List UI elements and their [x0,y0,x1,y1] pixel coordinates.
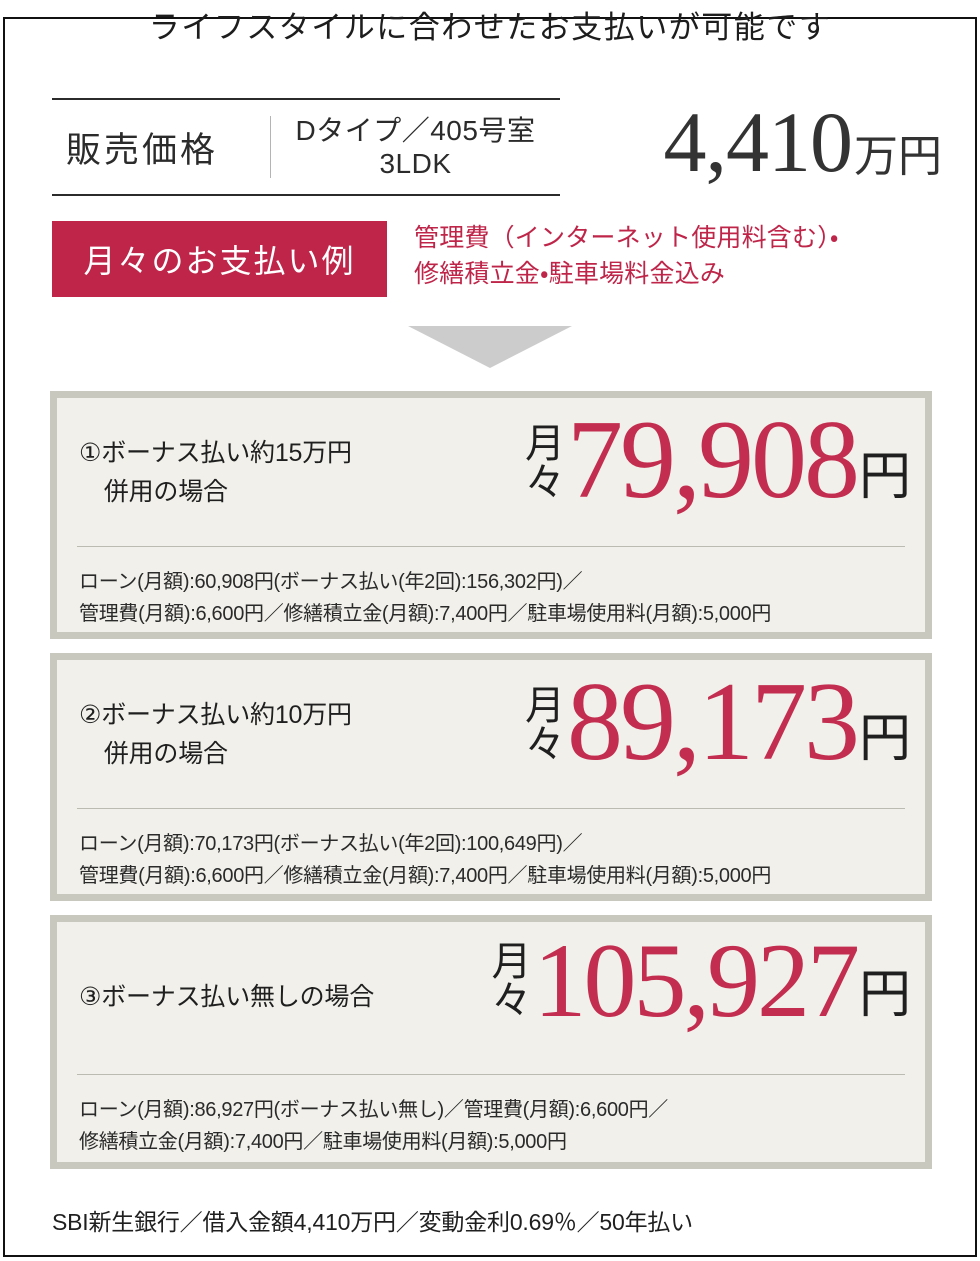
monthly-prefix: 月 々 [524,420,565,516]
plan-label-line-2: 併用の場合 [79,477,228,506]
plan-detail: ローン(月額):60,908円(ボーナス払い(年2回):156,302円)／ 管… [79,566,909,631]
plan-label-line-1: ①ボーナス払い約15万円 [79,439,352,467]
plan-detail-line-1: ローン(月額):70,173円(ボーナス払い(年2回):100,649円)／ [79,833,583,855]
monthly-prefix-top: 月 [491,938,532,984]
monthly-prefix: 月 々 [491,938,532,1034]
monthly-example-header: 月々のお支払い例 管理費（インターネット使用料含む）・ 修繕積立金・駐車場料金込… [52,221,942,305]
payment-plan-card: ②ボーナス払い約10万円 併用の場合 月 々 89,173 円 ローン(月額):… [50,653,932,901]
monthly-prefix-bottom: 々 [524,459,565,505]
loan-terms-note: SBI新生銀行／借入金額4,410万円／変動金利0.69％／50年払い [52,1209,693,1235]
plan-label: ①ボーナス払い約15万円 併用の場合 [79,434,429,512]
plan-main-row: ②ボーナス払い約10万円 併用の場合 月 々 89,173 円 [57,660,925,808]
plan-label: ③ボーナス払い無しの場合 [79,978,439,1017]
plan-amount-value: 79,908 [566,398,860,522]
payment-plan-card: ③ボーナス払い無しの場合 月 々 105,927 円 ローン(月額):86,92… [50,915,932,1169]
payment-plan-card: ①ボーナス払い約15万円 併用の場合 月 々 79,908 円 ローン(月額):… [50,391,932,639]
plan-amount: 月 々 89,173 円 [525,666,911,778]
plan-detail: ローン(月額):70,173円(ボーナス払い(年2回):100,649円)／ 管… [79,828,909,893]
monthly-example-badge-label: 月々のお支払い例 [83,243,356,279]
plan-detail-line-2: 管理費(月額):6,600円／修繕積立金(月額):7,400円／駐車場使用料(月… [79,603,772,626]
plan-amount-suffix: 円 [858,711,911,768]
monthly-prefix-top: 月 [524,420,565,466]
plan-amount-value: 89,173 [566,660,860,784]
plan-main-row: ①ボーナス払い約15万円 併用の場合 月 々 79,908 円 [57,398,925,546]
page-title: ライフスタイルに合わせたお支払いが可能です [148,10,832,45]
plan-label-line-1: ③ボーナス払い無しの場合 [79,983,375,1011]
price-amount: 4,410万円 [572,92,943,192]
included-fees-note: 管理費（インターネット使用料含む）・ 修繕積立金・駐車場料金込み [414,220,942,293]
price-label-box: 販売価格 Dタイプ／405号室 3LDK [52,98,560,196]
monthly-prefix-top: 月 [524,682,565,728]
plan-main-row: ③ボーナス払い無しの場合 月 々 105,927 円 [57,922,925,1074]
price-value: 4,410 [663,94,853,190]
price-section: 販売価格 Dタイプ／405号室 3LDK 4,410万円 [52,94,942,196]
plan-detail: ローン(月額):86,927円(ボーナス払い無し)／管理費(月額):6,600円… [79,1094,909,1159]
plan-separator [77,1074,905,1075]
unit-info: Dタイプ／405号室 3LDK [271,114,560,180]
plan-label-line-1: ②ボーナス払い約10万円 [79,701,352,729]
page-border [3,17,977,1257]
price-unit-suffix: 万円 [854,132,942,181]
down-arrow-icon [408,326,572,368]
plan-detail-line-1: ローン(月額):60,908円(ボーナス払い(年2回):156,302円)／ [79,571,583,593]
plan-amount-suffix: 円 [858,967,911,1024]
monthly-prefix: 月 々 [524,682,565,778]
plan-label: ②ボーナス払い約10万円 併用の場合 [79,696,429,774]
included-fees-line-1: 管理費（インターネット使用料含む）・ [414,224,839,252]
plan-detail-line-2: 管理費(月額):6,600円／修繕積立金(月額):7,400円／駐車場使用料(月… [79,865,772,888]
plan-detail-line-2: 修繕積立金(月額):7,400円／駐車場使用料(月額):5,000円 [79,1131,567,1154]
unit-layout-line: 3LDK [379,148,452,179]
monthly-example-badge: 月々のお支払い例 [52,221,387,297]
plan-separator [77,546,905,547]
price-label: 販売価格 [66,130,219,170]
plan-separator [77,808,905,809]
heading-gap [97,19,897,63]
monthly-prefix-bottom: 々 [524,721,565,767]
plan-amount: 月 々 105,927 円 [491,928,911,1034]
monthly-prefix-bottom: 々 [491,977,532,1023]
vertical-divider [270,116,271,178]
plan-amount-suffix: 円 [858,449,911,506]
plan-amount-value: 105,927 [533,922,859,1039]
plan-amount: 月 々 79,908 円 [525,404,911,516]
unit-type-line: Dタイプ／405号室 [295,114,536,146]
plan-label-line-2: 併用の場合 [79,739,228,768]
plan-detail-line-1: ローン(月額):86,927円(ボーナス払い無し)／管理費(月額):6,600円… [79,1099,668,1121]
included-fees-line-2: 修繕積立金・駐車場料金込み [414,260,726,289]
